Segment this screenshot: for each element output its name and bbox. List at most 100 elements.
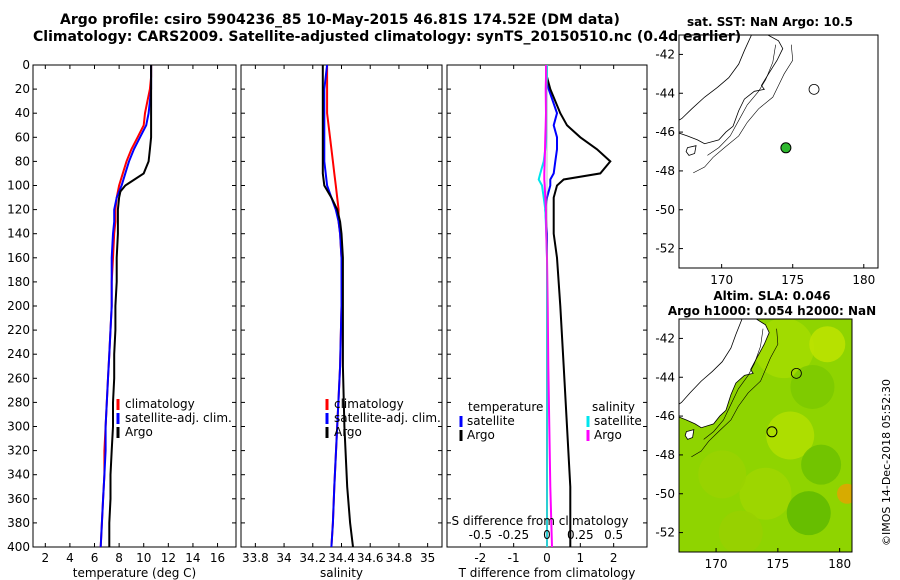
temperature-series-argo [108, 65, 153, 547]
sst-map-argo-marker [780, 142, 792, 154]
y-tick-label: 60 [15, 130, 30, 144]
sla-map: 170 175 180 -42 -44 -46 -48 -50 -52 Altim. SLA: 0… [655, 289, 876, 571]
sst-map-plot-area [679, 35, 820, 174]
y-tick-label: 100 [7, 179, 30, 193]
sla-map-land [679, 319, 770, 428]
imos-watermark: ©IMOS 14-Dec-2018 05:52:30 [880, 379, 893, 546]
salinity-x-tick-label: 35 [420, 551, 435, 565]
sst-map-x-tick-label: 180 [852, 273, 875, 287]
sst-map-frame [678, 34, 879, 269]
sla-map-argo-marker [766, 426, 778, 438]
sst-map-y-tick-label: -50 [655, 203, 675, 217]
sla-map-x-tick-label: 175 [766, 557, 789, 571]
y-tick-label: 80 [15, 154, 30, 168]
difference-x-tick-label: -1 [508, 551, 520, 565]
y-tick-label: 280 [7, 395, 30, 409]
salinity-diff-tick-label: 0.25 [567, 528, 594, 542]
temperature-x-tick-label: 16 [210, 551, 225, 565]
sla-map-frame [678, 318, 853, 553]
y-tick-label: 260 [7, 371, 30, 385]
difference-x-tick-label: 2 [610, 551, 618, 565]
sla-blob [801, 444, 842, 485]
temperature-x-tick-label: 8 [115, 551, 123, 565]
sst-map-chatham-rise-feature [808, 83, 820, 95]
y-tick-label: 300 [7, 420, 30, 434]
salinity-x-tick-label: 34 [276, 551, 291, 565]
salinity-diff-tick-label: -0.25 [498, 528, 529, 542]
sst-map-coastline-east [679, 35, 784, 145]
salinity-diff-tick-label: 0 [543, 528, 551, 542]
temperature-legend-label: climatology [125, 397, 195, 411]
temperature-xlabel: temperature (deg C) [73, 566, 196, 580]
sst-map-isobath [693, 44, 794, 174]
sla-map-coastline-east [679, 319, 770, 429]
salinity-x-tick-label: 34.8 [386, 551, 413, 565]
legend-sal-label: satellite [594, 414, 642, 428]
temperature-frame [32, 64, 237, 548]
y-tick-label: 240 [7, 347, 30, 361]
salinity-panel: 33.8 34 34.2 34.4 34.6 34.8 35 salinity climatol… [240, 64, 443, 580]
sla-map-y-tick-label: -44 [655, 370, 675, 384]
temperature-x-tick-label: 4 [66, 551, 74, 565]
salinity-diff-tick-label: -0.5 [469, 528, 492, 542]
y-tick-label: 200 [7, 299, 30, 313]
sla-blob [837, 483, 852, 504]
sst-map-coastline-west [679, 35, 753, 121]
sla-map-y-tick-label: -42 [655, 331, 675, 345]
legend-temp-label: satellite [467, 414, 515, 428]
sla-map-y-tick-label: -46 [655, 409, 675, 423]
salinity-diff-tick-label: 0.5 [604, 528, 623, 542]
difference-series-salinity-argo [543, 65, 553, 548]
y-tick-label: 360 [7, 492, 30, 506]
y-tick-label: 180 [7, 275, 30, 289]
temperature-x-tick-label: 6 [91, 551, 99, 565]
sla-blob [786, 491, 831, 536]
temperature-legend-label: Argo [125, 425, 153, 439]
salinity-legend-label: satellite-adj. clim. [334, 411, 441, 425]
salinity-series-argo [321, 65, 354, 548]
salinity-diff-xlabel: S difference from climatology [452, 514, 629, 528]
y-tick-label: 40 [15, 106, 30, 120]
y-tick-label: 380 [7, 516, 30, 530]
sla-map-y-tick-label: -48 [655, 448, 675, 462]
sst-map: 170 175 180 -42 -44 -46 -48 -50 -52 sat. SST: NaN… [655, 15, 879, 287]
y-tick-label: 160 [7, 251, 30, 265]
sst-map-x-tick-label: 170 [710, 273, 733, 287]
sla-map-subtitle: Argo h1000: 0.054 h2000: NaN [668, 304, 876, 318]
salinity-xlabel: salinity [320, 566, 363, 580]
salinity-x-tick-label: 34.2 [299, 551, 326, 565]
sla-map-y-tick-label: -50 [655, 487, 675, 501]
temperature-x-tick-label: 14 [185, 551, 200, 565]
sla-map-coastline-west [679, 319, 743, 405]
sst-map-y-tick-label: -46 [655, 125, 675, 139]
y-tick-label: 220 [7, 323, 30, 337]
legend-salinity-title: salinity [592, 400, 635, 414]
difference-xlabel: T difference from climatology [458, 566, 636, 580]
salinity-x-tick-label: 34.4 [328, 551, 355, 565]
y-tick-label: 320 [7, 444, 30, 458]
temperature-legend-label: satellite-adj. clim. [125, 411, 232, 425]
temperature-x-tick-label: 12 [161, 551, 176, 565]
y-tick-label: 20 [15, 82, 30, 96]
difference-x-tick-label: 1 [577, 551, 585, 565]
salinity-legend-label: Argo [334, 425, 362, 439]
temperature-panel: 0 20 40 60 80 100 120 140 160 180 200 220 240 260 280 3… [7, 58, 237, 580]
temperature-x-tick-label: 2 [41, 551, 49, 565]
y-tick-label: 0 [22, 58, 30, 72]
sla-map-isobath [691, 328, 779, 458]
salinity-legend-label: climatology [334, 397, 404, 411]
sla-blob [790, 364, 835, 409]
sla-map-isobath [703, 328, 764, 440]
difference-x-tick-label: 0 [543, 551, 551, 565]
sst-map-x-tick-label: 175 [781, 273, 804, 287]
sst-map-y-tick-label: -52 [655, 242, 675, 256]
legend-temperature-title: temperature [468, 400, 543, 414]
sla-map-stewart-island [684, 429, 695, 440]
y-tick-label: 140 [7, 227, 30, 241]
salinity-x-tick-label: 33.8 [242, 551, 269, 565]
salinity-series-satellite-adj-clim- [323, 64, 343, 548]
sst-map-y-tick-label: -42 [655, 47, 675, 61]
temperature-x-tick-label: 10 [136, 551, 151, 565]
sla-blob [739, 467, 792, 520]
